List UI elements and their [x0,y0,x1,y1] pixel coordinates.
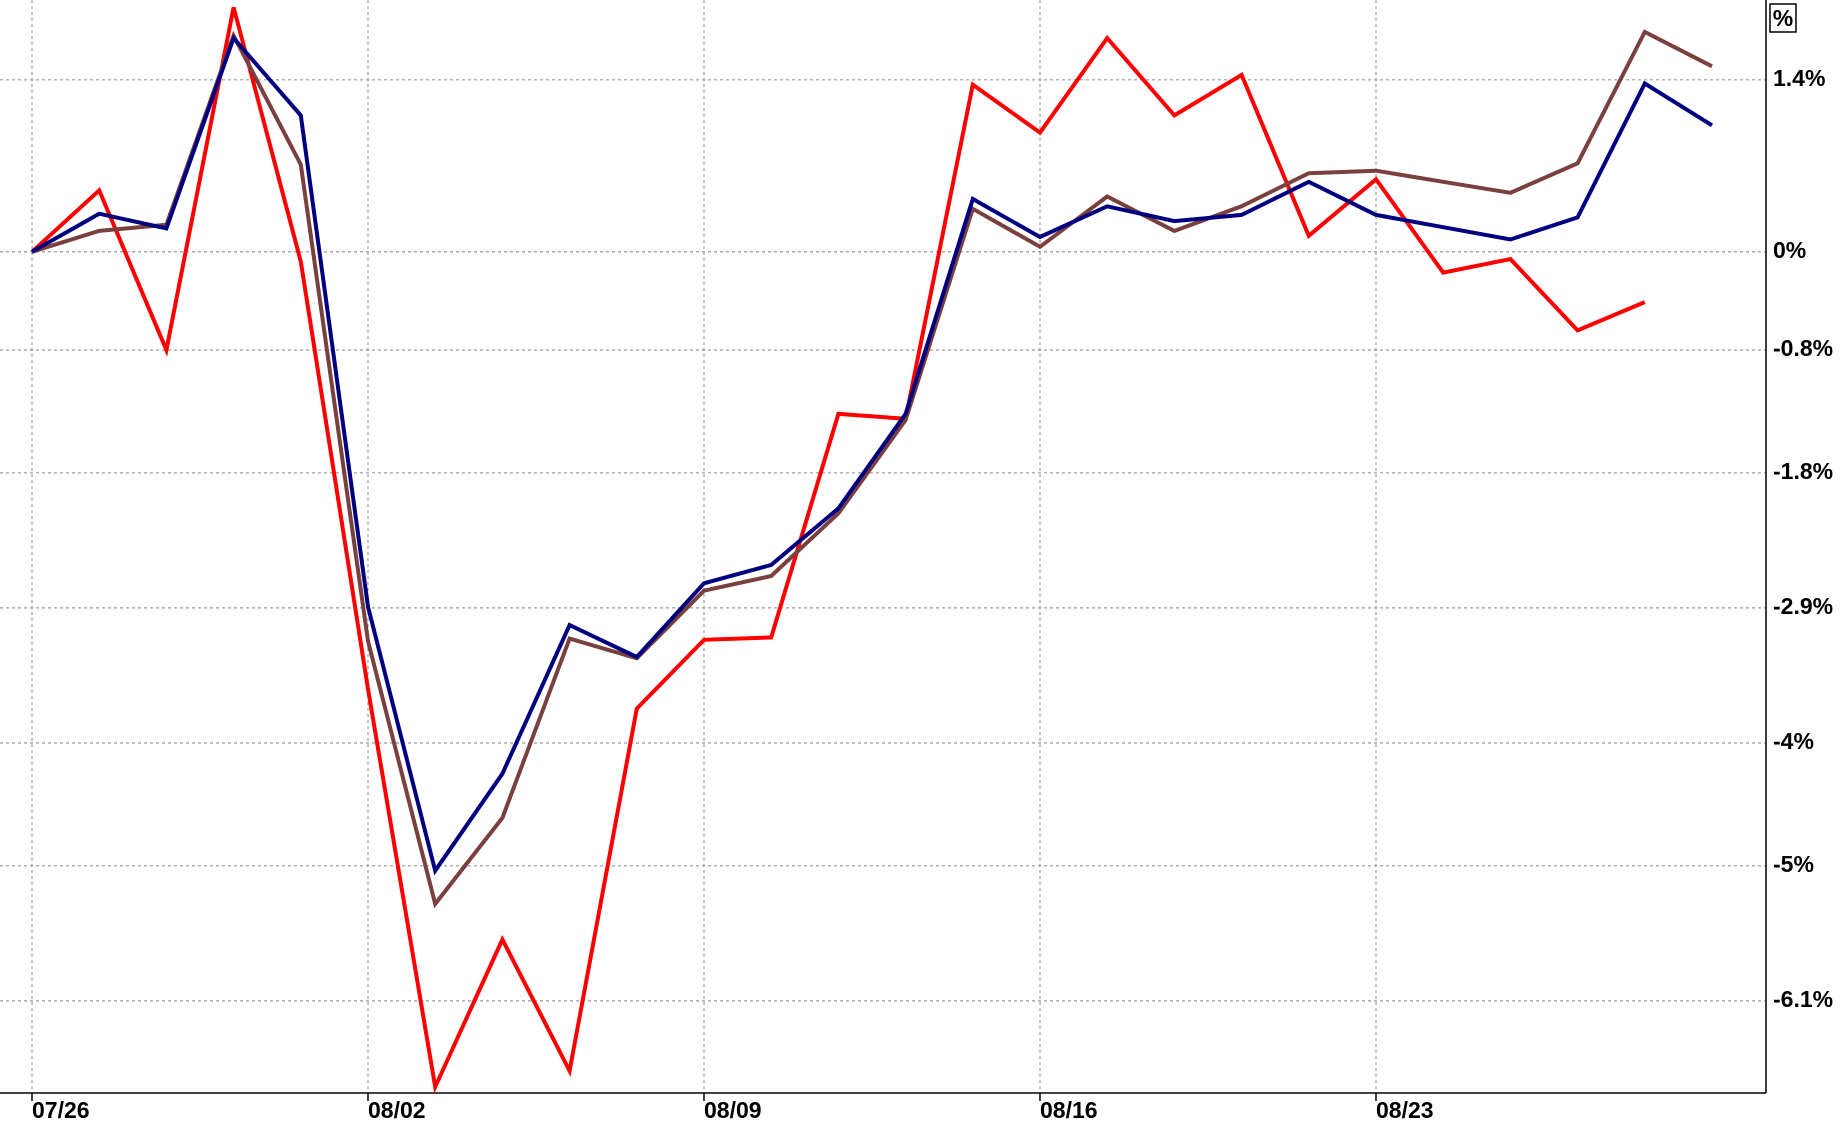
series-line [31,34,1714,876]
x-tick-label: 07/26 [32,1097,90,1123]
series-line [31,29,1713,909]
y-axis-label: % [1773,5,1793,31]
x-tick-label: 08/09 [704,1097,762,1123]
y-tick-label: -2.9% [1773,593,1833,619]
unit-box [1769,3,1797,33]
y-tick-label: -6.1% [1773,986,1833,1012]
y-tick-label: -0.8% [1773,335,1833,361]
y-tick-label: 0% [1773,237,1806,263]
y-tick-label: -5% [1773,851,1814,877]
series-line [30,6,1646,1094]
x-tick-label: 08/16 [1040,1097,1098,1123]
y-tick-label: 1.4% [1773,65,1825,91]
x-tick-label: 08/02 [368,1097,426,1123]
x-tick-label: 08/23 [1376,1097,1434,1123]
y-tick-label: -4% [1773,728,1814,754]
y-tick-label: -1.8% [1773,458,1833,484]
